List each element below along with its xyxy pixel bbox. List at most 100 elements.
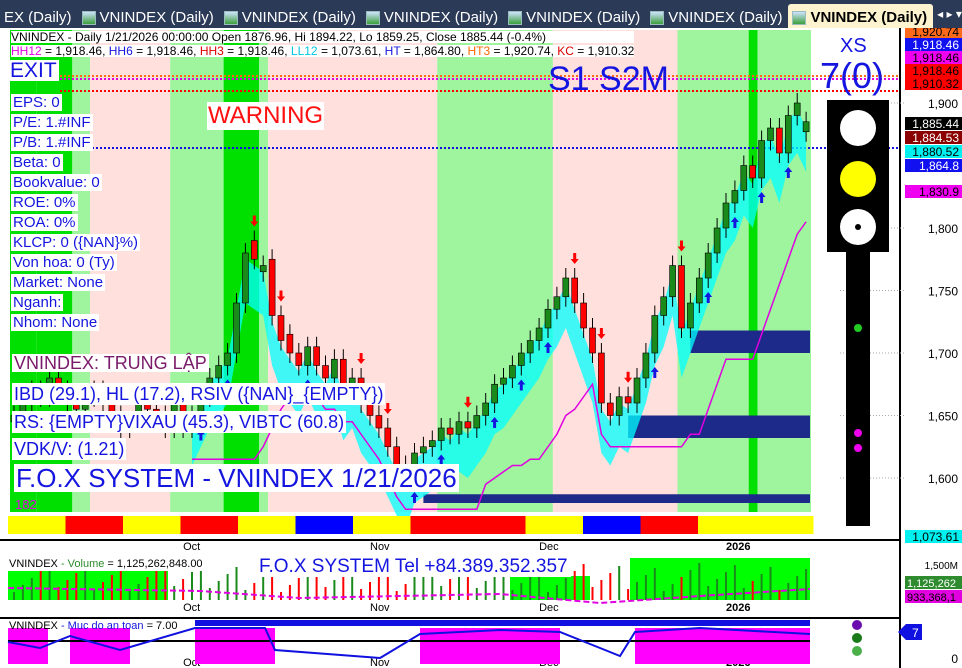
exit-signal: EXIT [8,59,59,82]
candle [259,265,267,273]
price-badge-label: 1,864.8 [919,159,959,173]
level-key: LL12 [290,44,318,58]
safety-badge-label: 7 [912,626,919,640]
xs-value: 7(0) [820,55,885,96]
level-key: HT3 [467,44,491,58]
volume-title: - Volume [57,558,105,570]
candle [473,415,481,429]
tab-vnindex-1[interactable]: VNINDEX (Daily) [78,4,220,28]
candle [589,327,596,354]
fundamental-item: ROA: 0% [11,214,78,231]
candle [562,277,570,298]
ohlc-readout: VNINDEX - Daily 1/21/2026 00:00:00 Open … [11,31,635,43]
tab-label: VNINDEX (Daily) [383,9,499,26]
buy-arrow-icon [517,379,526,391]
chart-header: VNINDEX - Daily 1/21/2026 00:00:00 Open … [11,31,635,58]
candle [277,315,285,341]
candle [535,327,543,341]
candle [384,427,392,448]
signal-strip-segment [468,516,526,534]
tab-vnindex-6[interactable]: VNINDEX (Daily) [788,4,934,28]
price-badge [905,117,962,130]
rs-readout: RS: {EMPTY}VIXAU (45.3), VIBTC (60.8) [12,411,347,433]
vdk-readout: VDK/V: (1.21) [12,438,127,460]
x-axis-label: Nov [370,541,390,553]
candle [571,277,579,304]
price-badge [905,145,962,158]
indicator-dot [852,646,862,656]
tab-bar: EX (Daily) VNINDEX (Daily) VNINDEX (Daily)… [0,0,962,28]
level-value: = 1,864.80, [400,44,468,58]
price-badge [905,38,962,51]
candle [215,365,222,379]
candle [802,121,810,133]
price-badge [905,77,962,90]
candle [695,277,703,304]
safety-symbol: VNINDEX [9,620,58,632]
level-key: HH6 [108,44,133,58]
buy-arrow-icon [757,192,766,203]
volume-zone [630,558,810,600]
warning-label: WARNING [207,102,325,130]
indicator-dot [852,633,862,643]
candle [731,190,739,204]
signal-strip-segment [180,516,239,534]
level-key: HH3 [199,44,224,58]
market-status: VNINDEX: TRUNG LẬP [12,353,209,373]
volume-badge-label: 1,125,262 [907,578,956,590]
price-badge [905,159,962,172]
candle [464,421,472,429]
safety-value: = 7.00 [143,620,178,632]
y-tick-label: 1,600 [928,472,958,486]
y-tick-label: 1,800 [928,222,958,236]
candle [526,340,534,354]
candle [776,127,783,154]
signal-strip-segment [525,516,584,534]
status-dot [854,324,862,332]
regime-zone [748,30,758,512]
safety-strip [195,620,810,626]
tab-vnindex-0[interactable]: EX (Daily) [0,4,78,28]
sell-arrow-icon [383,403,392,414]
signal-strip-segment [295,516,354,534]
safety-badge [898,624,922,640]
candle [428,440,436,448]
price-badge [905,131,962,144]
signal-strip-segment [698,516,756,534]
x-axis-label: Nov [370,602,390,614]
y-tick-label: 1,900 [928,97,958,111]
sell-arrow-icon [570,253,579,264]
candle [722,202,730,229]
price-badge-label: 1,880.52 [912,145,959,159]
price-badge-label: 1,920.74 [912,28,959,39]
tab-vnindex-5[interactable]: VNINDEX (Daily) [646,4,788,28]
fundamental-item: P/E: 1.#INF [11,114,93,131]
buy-arrow-icon [410,492,419,503]
safety-pane-label: VNINDEX - Muc do an toan = 7.00 [8,620,178,633]
fundamental-item: Beta: 0 [11,154,63,171]
tab-scroll-buttons[interactable]: ◂ ▸ ▾ [937,7,962,21]
sell-arrow-icon [357,353,366,364]
level-value: = 1,918.46, [41,44,109,58]
tab-vnindex-4[interactable]: VNINDEX (Daily) [504,4,646,28]
candle [767,127,774,141]
buy-arrow-icon [730,217,739,228]
price-badge [905,185,962,198]
fundamental-item: Bookvalue: 0 [11,174,102,191]
light-yellow [840,161,876,197]
price-badge-label: 1,918.46 [912,64,959,78]
candle [740,165,748,191]
buy-arrow-icon [490,417,499,428]
system-title: F.O.X SYSTEM - VNINDEX 1/21/2026 [14,463,459,493]
levels-readout: HH12 = 1,918.46, HH6 = 1,918.46, HH3 = 1… [11,44,635,58]
candle [455,421,463,435]
tab-label: VNINDEX (Daily) [526,9,641,26]
volume-symbol: VNINDEX [9,558,58,570]
support-box [628,415,810,438]
signal-strip-segment [583,516,641,534]
buy-arrow-icon [650,367,659,378]
tab-vnindex-2[interactable]: VNINDEX (Daily) [220,4,362,28]
tab-vnindex-3[interactable]: VNINDEX (Daily) [362,4,504,28]
safety-zone [195,628,275,664]
sell-arrow-icon [250,215,259,227]
